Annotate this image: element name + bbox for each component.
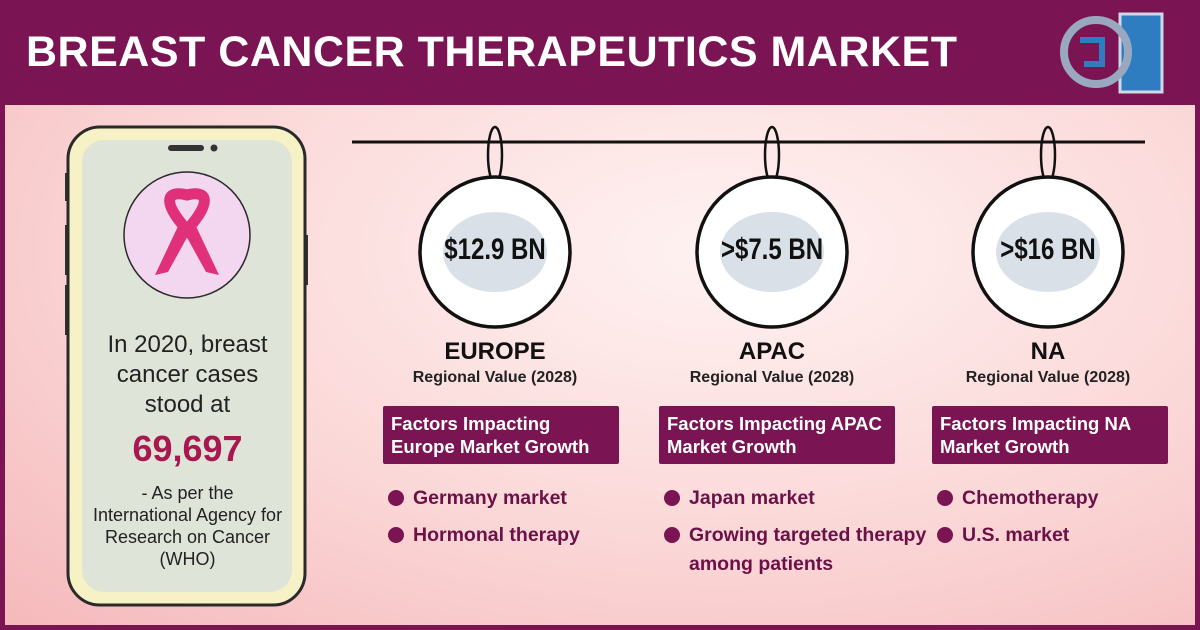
factors-title: Factors Impacting NA Market Growth xyxy=(932,406,1168,464)
tag-string xyxy=(763,125,781,185)
bullet xyxy=(388,490,404,506)
region-name: EUROPE xyxy=(444,338,546,365)
region-subtitle: Regional Value (2028) xyxy=(412,369,578,386)
bullet xyxy=(937,527,953,543)
region-name: NA xyxy=(1030,338,1066,365)
factor-item: Germany market xyxy=(413,487,567,509)
logo xyxy=(1060,12,1164,94)
phone-source: - As per the International Agency for Re… xyxy=(92,483,283,569)
phone-text: In 2020, breast cancer cases stood at xyxy=(107,331,268,418)
tag-map xyxy=(996,212,1100,292)
factor-item: Chemotherapy xyxy=(962,487,1099,509)
factors-title: Factors Impacting APAC Market Growth xyxy=(659,406,895,464)
bullet xyxy=(664,527,680,543)
tag-string xyxy=(486,125,504,185)
region-subtitle: Regional Value (2028) xyxy=(689,369,855,386)
tag-map xyxy=(443,212,547,292)
region-value: >$16 BN xyxy=(1000,233,1096,266)
bullet xyxy=(937,490,953,506)
region-value: >$7.5 BN xyxy=(720,233,824,266)
region-subtitle: Regional Value (2028) xyxy=(965,369,1131,386)
region-name: APAC xyxy=(738,338,806,365)
bullet xyxy=(664,490,680,506)
bullet xyxy=(388,527,404,543)
phone-figure: 69,697 xyxy=(132,428,243,469)
page-title: BREAST CANCER THERAPEUTICS MARKET xyxy=(26,28,958,76)
tag-map xyxy=(720,212,824,292)
region-value: $12.9 BN xyxy=(444,233,546,266)
phone xyxy=(65,125,308,607)
factor-item: U.S. market xyxy=(962,524,1070,546)
region-tags xyxy=(388,125,1125,543)
factor-item: Growing targeted therapy among patients xyxy=(689,524,927,575)
factor-item: Japan market xyxy=(689,487,815,509)
factors-title: Factors Impacting Europe Market Growth xyxy=(383,406,619,464)
factor-item: Hormonal therapy xyxy=(413,524,580,546)
header-bar: BREAST CANCER THERAPEUTICS MARKET xyxy=(0,0,1200,105)
tag-string xyxy=(1039,125,1057,185)
